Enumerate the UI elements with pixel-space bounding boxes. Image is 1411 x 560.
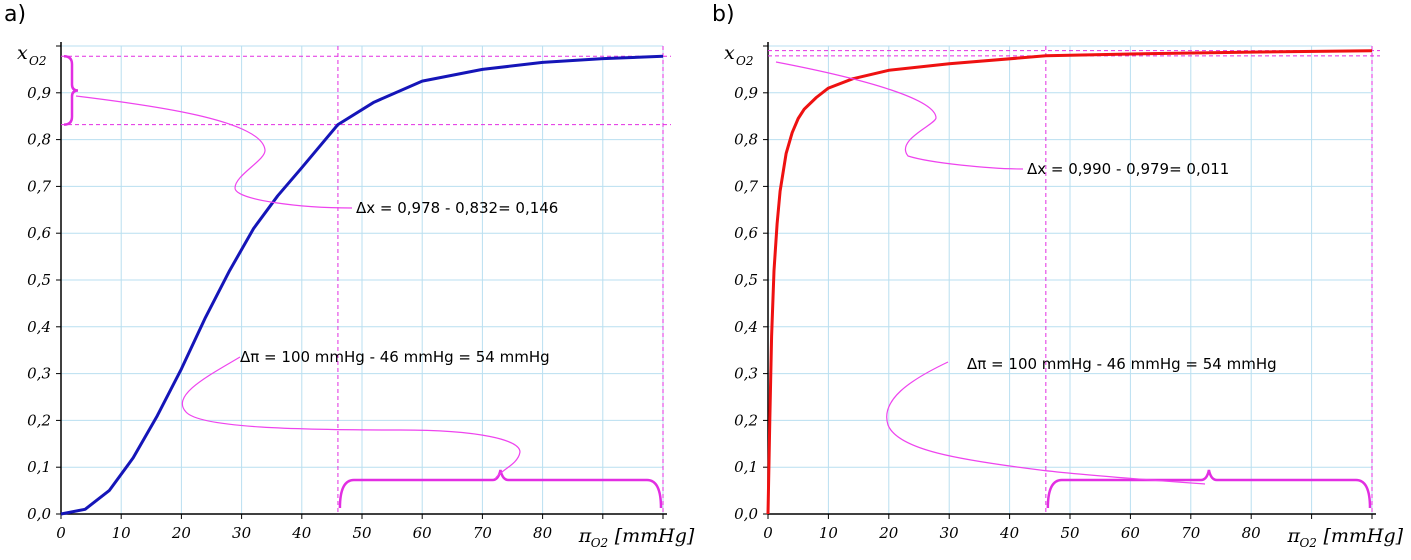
- x-axis-label-subscript: O2: [591, 536, 608, 550]
- y-tick-label: 0,3: [734, 365, 758, 383]
- y-tick-label: 0,4: [734, 318, 758, 336]
- y-tick-label: 0,8: [734, 131, 758, 149]
- x-tick-label: 20: [878, 524, 899, 542]
- y-tick-label: 0,7: [27, 177, 51, 195]
- y-tick-label: 0,7: [734, 177, 758, 195]
- chart-panel-b: 0 10 20 30 40 50 60 70 80 0,0 0,1 0,2 0,3 0,4 0,5 0,6 0,…: [724, 42, 1404, 550]
- y-axis-label: x: [724, 42, 735, 64]
- y-tick-label: 0,1: [27, 458, 51, 476]
- x-axis-label: π: [1286, 525, 1300, 547]
- delta-pi-leader: [181, 356, 521, 480]
- delta-pi-brace: [1046, 469, 1372, 509]
- y-axis-label-subscript: O2: [29, 54, 46, 68]
- x-tick-label: 80: [533, 524, 553, 542]
- delta-pi-annotation: Δπ = 100 mmHg - 46 mmHg = 54 mmHg: [240, 348, 550, 366]
- x-axis-label-subscript: O2: [1299, 536, 1316, 550]
- y-tick-label: 0,9: [27, 84, 51, 102]
- y-axis-label: x: [17, 42, 28, 64]
- x-tick-label: 70: [1181, 524, 1201, 542]
- y-tick-label: 0,0: [27, 505, 51, 523]
- x-tick-label: 30: [232, 524, 252, 542]
- y-tick-label: 0,6: [734, 224, 758, 242]
- y-tick-label: 0,5: [27, 271, 51, 289]
- x-axis-label: π: [578, 525, 592, 547]
- delta-x-annotation: Δx = 0,990 - 0,979= 0,011: [1027, 160, 1229, 178]
- series-curve: [766, 49, 1373, 515]
- y-tick-label: 0,4: [27, 318, 51, 336]
- y-tick-label: 0,3: [27, 365, 51, 383]
- x-tick-label: 60: [1121, 524, 1141, 542]
- y-tick-label: 0,1: [734, 458, 758, 476]
- x-tick-label: 50: [352, 524, 372, 542]
- y-tick-label: 0,5: [734, 271, 758, 289]
- y-tick-label: 0,2: [734, 411, 758, 429]
- delta-pi-annotation: Δπ = 100 mmHg - 46 mmHg = 54 mmHg: [967, 355, 1277, 373]
- x-tick-label: 70: [473, 524, 493, 542]
- x-axis-unit: [mmHg]: [615, 525, 695, 547]
- series-curve: [60, 54, 664, 516]
- x-axis-unit: [mmHg]: [1323, 525, 1403, 547]
- delta-x-annotation: Δx = 0,978 - 0,832= 0,146: [356, 199, 558, 217]
- y-tick-label: 0,6: [27, 224, 51, 242]
- panel-b-label: b): [712, 2, 735, 27]
- y-axis-label-subscript: O2: [736, 54, 753, 68]
- delta-x-leader: [75, 95, 353, 209]
- x-tick-label: 80: [1242, 524, 1262, 542]
- x-tick-label: 0: [56, 524, 66, 542]
- x-tick-label: 60: [413, 524, 433, 542]
- y-tick-label: 0,2: [27, 411, 51, 429]
- x-tick-label: 40: [999, 524, 1020, 542]
- delta-pi-leader: [886, 361, 1206, 485]
- panel-a-label: a): [4, 2, 27, 27]
- x-tick-label: 10: [819, 524, 839, 542]
- delta-x-brace: [63, 55, 79, 126]
- chart-panel-a: 0 10 20 30 40 50 60 70 80 0,0 0,1 0,2 0,3 0,4 0,5 0,6 0,…: [17, 42, 695, 550]
- y-tick-label: 0,0: [734, 505, 758, 523]
- x-tick-label: 30: [940, 524, 960, 542]
- x-tick-label: 10: [112, 524, 132, 542]
- delta-x-leader: [775, 61, 1024, 170]
- x-tick-label: 0: [763, 524, 773, 542]
- x-tick-label: 50: [1060, 524, 1080, 542]
- x-tick-label: 40: [291, 524, 312, 542]
- y-tick-label: 0,8: [27, 131, 51, 149]
- y-tick-label: 0,9: [734, 84, 758, 102]
- delta-pi-brace: [338, 469, 663, 509]
- x-tick-label: 20: [171, 524, 192, 542]
